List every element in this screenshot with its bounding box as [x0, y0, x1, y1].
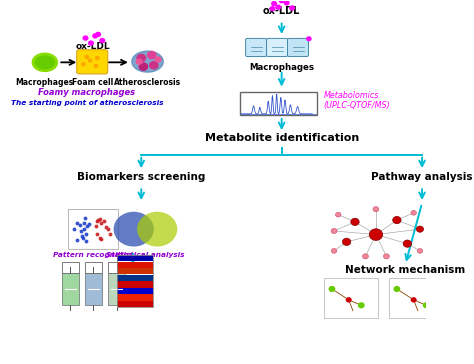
FancyBboxPatch shape	[62, 273, 79, 305]
Circle shape	[114, 212, 154, 246]
Text: Biomarkers screening: Biomarkers screening	[77, 171, 205, 182]
Circle shape	[342, 238, 351, 245]
Circle shape	[93, 34, 98, 38]
Circle shape	[83, 36, 88, 40]
Circle shape	[403, 240, 411, 247]
FancyBboxPatch shape	[117, 294, 153, 301]
Circle shape	[85, 55, 89, 58]
Text: Macrophages: Macrophages	[16, 78, 74, 87]
Circle shape	[139, 63, 147, 70]
Text: The starting point of atherosclerosis: The starting point of atherosclerosis	[10, 100, 163, 106]
Circle shape	[284, 1, 289, 5]
FancyBboxPatch shape	[288, 39, 309, 56]
Circle shape	[136, 59, 142, 64]
Circle shape	[82, 63, 85, 66]
Circle shape	[276, 5, 281, 9]
Circle shape	[270, 7, 275, 11]
FancyBboxPatch shape	[117, 301, 153, 307]
FancyBboxPatch shape	[117, 255, 153, 261]
Text: Pattern recognition: Pattern recognition	[53, 252, 134, 258]
Circle shape	[331, 229, 337, 233]
Circle shape	[363, 254, 368, 259]
Circle shape	[336, 212, 341, 217]
Text: Macrophages: Macrophages	[249, 63, 314, 72]
Circle shape	[137, 212, 177, 246]
Circle shape	[358, 303, 364, 308]
FancyBboxPatch shape	[117, 281, 153, 288]
Circle shape	[96, 32, 100, 36]
Circle shape	[392, 217, 401, 224]
Ellipse shape	[132, 51, 163, 72]
Circle shape	[272, 1, 276, 5]
FancyBboxPatch shape	[85, 273, 102, 305]
Circle shape	[147, 51, 156, 59]
Circle shape	[331, 249, 337, 253]
Circle shape	[150, 62, 158, 69]
Circle shape	[89, 41, 93, 45]
Circle shape	[279, 0, 284, 3]
Text: Atherosclerosis: Atherosclerosis	[114, 78, 181, 87]
Circle shape	[351, 218, 359, 226]
FancyBboxPatch shape	[266, 39, 288, 56]
Circle shape	[383, 254, 389, 259]
Circle shape	[155, 57, 161, 62]
Circle shape	[96, 56, 99, 59]
Circle shape	[290, 6, 294, 10]
Circle shape	[100, 39, 105, 43]
FancyBboxPatch shape	[85, 262, 102, 273]
Text: ox-LDL: ox-LDL	[263, 6, 301, 16]
Circle shape	[411, 210, 416, 215]
Text: Metabolite identification: Metabolite identification	[204, 134, 359, 143]
FancyBboxPatch shape	[68, 209, 118, 249]
FancyBboxPatch shape	[62, 262, 79, 273]
Text: Foam cell: Foam cell	[72, 78, 113, 87]
Text: Statistical analysis: Statistical analysis	[106, 252, 185, 258]
Text: Pathway analysis: Pathway analysis	[371, 171, 473, 182]
Circle shape	[373, 207, 379, 212]
FancyBboxPatch shape	[246, 39, 266, 56]
Circle shape	[416, 226, 423, 232]
FancyBboxPatch shape	[108, 273, 125, 305]
FancyBboxPatch shape	[117, 268, 153, 274]
FancyBboxPatch shape	[77, 50, 108, 74]
Text: Metabolomics
(UPLC-QTOF/MS): Metabolomics (UPLC-QTOF/MS)	[324, 91, 390, 110]
FancyBboxPatch shape	[108, 262, 125, 273]
Text: Foamy macrophages: Foamy macrophages	[38, 88, 136, 96]
Text: ox-LDL: ox-LDL	[76, 41, 110, 51]
Ellipse shape	[36, 56, 55, 69]
Circle shape	[329, 286, 335, 291]
Circle shape	[417, 249, 423, 253]
FancyBboxPatch shape	[117, 262, 153, 268]
Circle shape	[369, 229, 383, 240]
Circle shape	[137, 54, 146, 62]
FancyBboxPatch shape	[389, 278, 443, 318]
Circle shape	[394, 286, 400, 291]
Circle shape	[89, 59, 92, 62]
Circle shape	[346, 298, 351, 302]
FancyBboxPatch shape	[117, 275, 153, 281]
Circle shape	[423, 303, 429, 308]
FancyBboxPatch shape	[117, 288, 153, 294]
Circle shape	[411, 298, 416, 302]
Circle shape	[94, 64, 98, 67]
Text: Network mechanism: Network mechanism	[345, 265, 465, 276]
Circle shape	[307, 37, 311, 40]
FancyBboxPatch shape	[240, 92, 317, 115]
FancyBboxPatch shape	[324, 278, 378, 318]
Ellipse shape	[32, 53, 57, 71]
